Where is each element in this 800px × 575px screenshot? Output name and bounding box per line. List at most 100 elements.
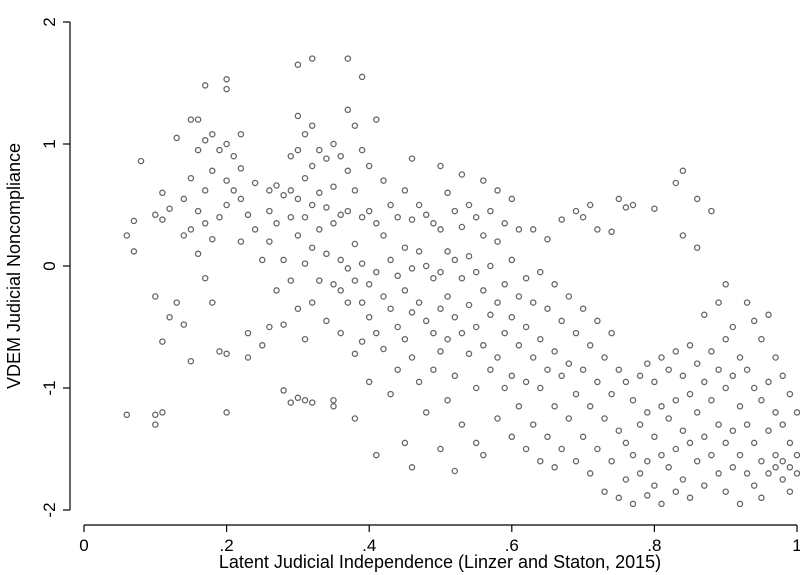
data-point	[180, 195, 188, 203]
data-point	[715, 366, 722, 373]
data-point	[772, 464, 779, 471]
data-point	[159, 338, 166, 345]
data-point	[408, 354, 416, 361]
data-point	[209, 299, 216, 306]
data-point	[615, 427, 623, 434]
data-point	[415, 201, 423, 209]
data-point	[615, 195, 623, 203]
data-point	[715, 421, 722, 428]
data-point	[201, 137, 209, 144]
data-point	[187, 226, 195, 233]
data-point	[194, 116, 202, 123]
data-point	[658, 500, 665, 508]
data-point	[187, 357, 195, 365]
data-point	[259, 256, 266, 264]
data-point	[686, 390, 694, 398]
data-point	[779, 457, 786, 465]
data-point	[130, 217, 138, 225]
data-point	[394, 213, 401, 221]
data-point	[736, 354, 744, 361]
data-point	[572, 457, 580, 465]
data-point	[458, 274, 466, 282]
data-point	[701, 378, 708, 386]
data-point	[693, 360, 701, 367]
data-point	[743, 366, 751, 373]
data-point	[551, 348, 558, 355]
data-point	[458, 171, 466, 178]
data-point	[159, 409, 166, 416]
data-point	[779, 476, 786, 483]
data-point	[437, 162, 444, 170]
data-point	[779, 372, 786, 380]
data-point	[365, 378, 373, 386]
data-point	[365, 281, 373, 288]
x-tick-label: 0	[79, 536, 88, 555]
data-point	[537, 268, 544, 276]
data-point	[323, 250, 330, 258]
data-point	[408, 155, 416, 162]
data-point	[444, 396, 451, 404]
data-point	[672, 179, 680, 187]
data-point	[173, 134, 180, 142]
data-point	[415, 248, 423, 255]
data-point	[679, 476, 687, 483]
x-ticks: 0 .2 .4 .6 .8 1	[79, 525, 800, 555]
data-point	[330, 403, 337, 410]
data-point	[480, 177, 487, 184]
data-point	[273, 287, 280, 294]
data-point	[344, 167, 352, 175]
data-point	[380, 177, 387, 184]
data-point	[579, 433, 587, 441]
y-tick-label: 1	[40, 139, 59, 148]
data-point	[430, 329, 437, 337]
data-point	[373, 220, 380, 227]
data-point	[323, 204, 330, 211]
data-point	[437, 268, 444, 276]
data-point	[679, 167, 687, 175]
x-tick-label: .2	[220, 536, 234, 555]
data-point	[451, 467, 459, 475]
data-point	[216, 146, 223, 154]
data-point	[615, 494, 623, 502]
y-tick-label: -1	[40, 380, 59, 395]
data-point	[786, 464, 794, 471]
data-point	[408, 216, 416, 223]
data-point	[444, 335, 451, 343]
data-point	[608, 228, 615, 236]
data-point	[465, 350, 473, 358]
data-point	[458, 421, 466, 428]
data-point	[722, 488, 729, 495]
data-point	[658, 451, 665, 459]
data-point	[401, 287, 409, 294]
data-point	[594, 445, 601, 453]
data-point	[701, 482, 708, 489]
data-point	[373, 451, 380, 459]
data-point	[644, 360, 651, 367]
data-point	[722, 335, 729, 343]
y-tick-label: 2	[40, 17, 59, 26]
data-point	[465, 252, 473, 260]
data-point	[480, 451, 487, 459]
data-point	[772, 354, 779, 361]
data-point	[280, 387, 287, 394]
data-point	[380, 345, 387, 353]
data-point	[166, 313, 173, 321]
data-point	[394, 272, 401, 280]
data-point	[216, 213, 223, 221]
data-point	[259, 342, 266, 349]
data-point	[373, 116, 380, 123]
data-point	[750, 384, 758, 392]
data-point	[508, 372, 516, 380]
data-point	[287, 277, 295, 284]
data-point	[679, 372, 687, 380]
data-point	[209, 167, 216, 175]
data-point	[494, 354, 501, 361]
data-point	[487, 262, 494, 270]
data-point	[301, 260, 309, 267]
data-point	[758, 457, 765, 465]
data-point	[223, 140, 230, 148]
data-point	[522, 323, 530, 331]
data-point	[515, 293, 523, 300]
data-point	[601, 415, 608, 422]
